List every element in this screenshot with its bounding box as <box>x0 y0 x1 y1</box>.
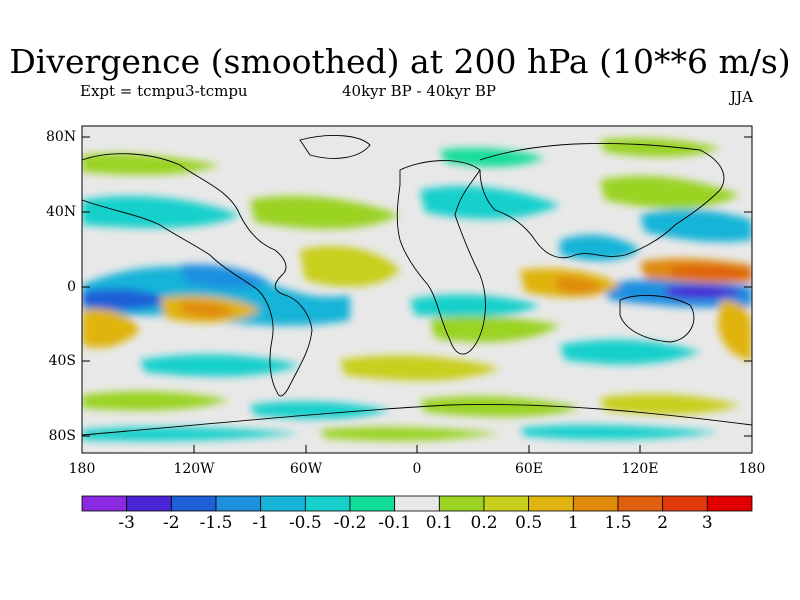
colorbar-label: 1 <box>567 513 579 533</box>
colorbar-swatch <box>706 495 753 512</box>
x-tick-label: 180 <box>738 461 766 477</box>
colorbar-label: -1 <box>252 513 269 533</box>
x-tick-label: 60E <box>514 461 544 477</box>
colorbar-swatch <box>215 495 262 512</box>
colorbar-swatch <box>483 495 530 512</box>
colorbar-label: -0.1 <box>378 513 412 533</box>
colorbar-label: -2 <box>163 513 180 533</box>
season-label: JJA <box>730 88 753 106</box>
colorbar-swatch <box>438 495 485 512</box>
y-tick-label: 80N <box>46 129 77 145</box>
divergence-field <box>82 126 752 453</box>
colorbar-swatch <box>170 495 217 512</box>
colorbar-swatch <box>126 495 172 512</box>
colorbar-label: 0.5 <box>515 513 543 533</box>
colorbar-label: -0.5 <box>288 513 322 533</box>
experiment-label: Expt = tcmpu3-tcmpu <box>80 82 248 100</box>
colorbar-swatch <box>304 495 351 512</box>
x-tick-label: 180 <box>68 461 96 477</box>
colorbar-label: 3 <box>701 513 713 533</box>
colorbar-label: -3 <box>118 513 135 533</box>
x-tick-label: 0 <box>412 461 422 477</box>
x-tick-label: 120W <box>173 461 215 477</box>
colorbar-label: 0.2 <box>470 513 498 533</box>
colorbar-swatch <box>349 495 396 512</box>
colorbar-label: -1.5 <box>199 513 233 533</box>
colorbar-swatch <box>572 495 619 512</box>
x-tick-label: 120E <box>621 461 659 477</box>
colorbar-swatch <box>394 495 440 512</box>
colorbar-swatch <box>81 495 128 512</box>
map-title: Divergence (smoothed) at 200 hPa (10**6 … <box>9 42 791 81</box>
coastlines <box>82 135 752 436</box>
colorbar <box>81 495 753 512</box>
axis-ticks <box>82 136 752 453</box>
colorbar-label: 0.1 <box>425 513 453 533</box>
x-tick-label: 60W <box>289 461 323 477</box>
y-tick-label: 40S <box>48 353 76 369</box>
colorbar-label: -0.2 <box>333 513 367 533</box>
y-tick-label: 0 <box>67 279 76 295</box>
colorbar-swatch <box>260 495 306 512</box>
colorbar-swatch <box>617 495 664 512</box>
colorbar-swatch <box>528 495 574 512</box>
colorbar-label: 2 <box>657 513 669 533</box>
y-tick-label: 40N <box>46 204 77 220</box>
period-label: 40kyr BP - 40kyr BP <box>342 82 497 100</box>
colorbar-swatch <box>662 495 708 512</box>
y-tick-label: 80S <box>48 428 76 444</box>
colorbar-label: 1.5 <box>604 513 632 533</box>
